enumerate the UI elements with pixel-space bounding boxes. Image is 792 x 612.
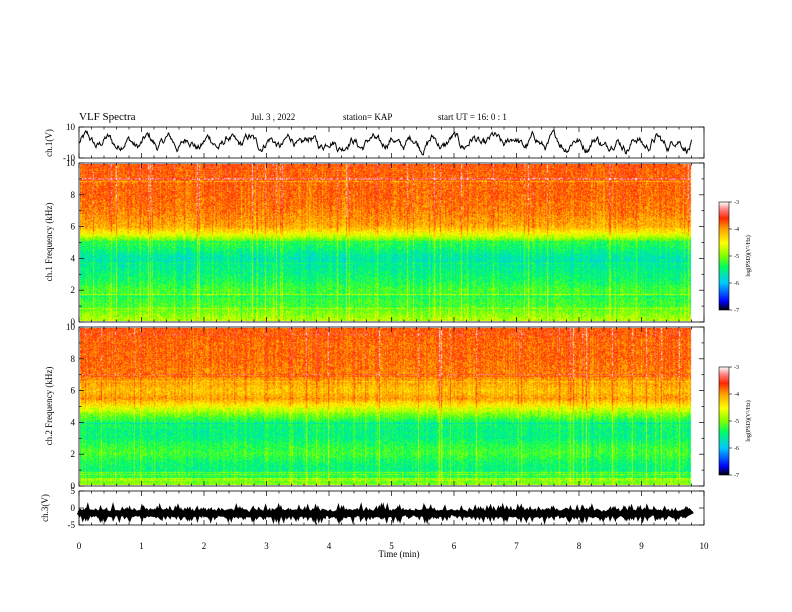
x-tick-label: 6 xyxy=(452,541,457,551)
y-tick-label: -5 xyxy=(68,520,76,530)
x-tick-label: 10 xyxy=(700,541,710,551)
y-tick-label: 8 xyxy=(71,354,76,364)
y-tick-label: 4 xyxy=(71,253,76,263)
colorbar-tick-label: -4 xyxy=(734,392,739,398)
ch1-waveform-ylabel: ch.1(V) xyxy=(44,129,54,157)
y-tick-label: 6 xyxy=(71,386,76,396)
x-tick-label: 7 xyxy=(514,541,519,551)
y-tick-label: 2 xyxy=(71,285,76,295)
colorbar-tick-label: -3 xyxy=(734,200,739,206)
y-tick-label: 2 xyxy=(71,449,76,459)
x-tick-label: 5 xyxy=(389,541,394,551)
ch1-voltage-trace xyxy=(78,129,692,156)
ch1-spectrogram-holder xyxy=(80,164,703,321)
y-tick-label: 0 xyxy=(71,481,76,491)
colorbar-tick-label: -6 xyxy=(734,281,739,287)
station-label: station= KAP xyxy=(343,112,393,122)
colorbar-tick-label: -3 xyxy=(734,365,739,371)
x-tick-label: 2 xyxy=(202,541,207,551)
ch2-colorbar xyxy=(718,366,730,476)
ch2-spectrogram-ylabel: ch.2 Frequency (kHz) xyxy=(44,367,54,446)
ch1-spectrogram-ylabel: ch.1 Frequency (kHz) xyxy=(44,203,54,282)
colorbar-tick-label: -4 xyxy=(734,227,739,233)
date-label: Jul. 3 , 2022 xyxy=(251,112,296,122)
y-tick-label: 10 xyxy=(66,158,76,168)
chart-title: VLF Spectra xyxy=(79,111,136,123)
colorbar-tick-label: -5 xyxy=(734,419,739,425)
x-axis-label: Time (min) xyxy=(379,549,420,559)
y-tick-label: 4 xyxy=(71,417,76,427)
ch2-colorbar-label: log(PSD)(V²/Hz) xyxy=(745,400,752,441)
ch1-colorbar-label: log(PSD)(V²/Hz) xyxy=(745,235,752,276)
ch1-spectrogram xyxy=(80,164,703,321)
ch3-voltage-trace xyxy=(76,501,694,526)
y-tick-label: 0 xyxy=(71,317,76,327)
y-tick-label: 10 xyxy=(66,122,76,132)
x-tick-label: 3 xyxy=(264,541,269,551)
x-tick-label: 0 xyxy=(77,541,82,551)
colorbar-tick-label: -7 xyxy=(734,308,739,314)
colorbar-tick-label: -6 xyxy=(734,446,739,452)
y-tick-label: 10 xyxy=(66,322,76,332)
y-tick-label: 6 xyxy=(71,222,76,232)
y-tick-label: 5 xyxy=(71,486,76,496)
y-tick-label: 0 xyxy=(71,503,76,513)
x-tick-label: 4 xyxy=(327,541,332,551)
x-tick-label: 8 xyxy=(577,541,582,551)
ch1-colorbar xyxy=(718,201,730,311)
colorbar-tick-label: -5 xyxy=(734,254,739,260)
ch2-spectrogram-holder xyxy=(80,328,703,485)
ch3-waveform-ylabel: ch.3(V) xyxy=(40,494,50,522)
ch2-spectrogram xyxy=(80,328,703,485)
y-tick-label: -10 xyxy=(63,153,75,163)
colorbar-tick-label: -7 xyxy=(734,473,739,479)
x-tick-label: 9 xyxy=(639,541,644,551)
colorbar-ticks: -3 -4 -5 -6 -7 -3 -4 -5 -6 -7 xyxy=(729,200,739,479)
y-tick-label: 8 xyxy=(71,190,76,200)
x-tick-label: 1 xyxy=(139,541,144,551)
start-time-label: start UT = 16: 0 : 1 xyxy=(438,112,507,122)
